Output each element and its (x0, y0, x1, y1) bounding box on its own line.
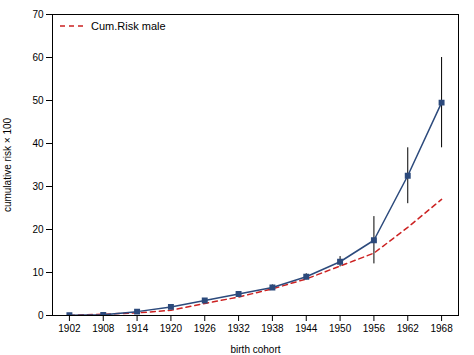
svg-text:1914: 1914 (126, 323, 149, 334)
svg-text:1920: 1920 (160, 323, 183, 334)
svg-text:1938: 1938 (261, 323, 284, 334)
svg-text:40: 40 (32, 138, 44, 149)
svg-text:1944: 1944 (295, 323, 318, 334)
svg-text:1956: 1956 (363, 323, 386, 334)
svg-text:70: 70 (32, 9, 44, 20)
svg-text:1902: 1902 (58, 323, 81, 334)
svg-text:10: 10 (32, 267, 44, 278)
svg-text:1950: 1950 (329, 323, 352, 334)
svg-text:birth cohort: birth cohort (230, 344, 280, 355)
svg-text:1968: 1968 (430, 323, 453, 334)
svg-text:30: 30 (32, 181, 44, 192)
svg-text:1926: 1926 (194, 323, 217, 334)
svg-text:60: 60 (32, 52, 44, 63)
svg-text:20: 20 (32, 224, 44, 235)
svg-text:1962: 1962 (397, 323, 420, 334)
svg-text:cumulative risk × 100: cumulative risk × 100 (2, 117, 13, 212)
svg-text:1908: 1908 (92, 323, 115, 334)
svg-text:50: 50 (32, 95, 44, 106)
svg-text:1932: 1932 (227, 323, 250, 334)
svg-text:0: 0 (38, 310, 44, 321)
html-text:Cum.Risk male: Cum.Risk male (91, 20, 166, 32)
